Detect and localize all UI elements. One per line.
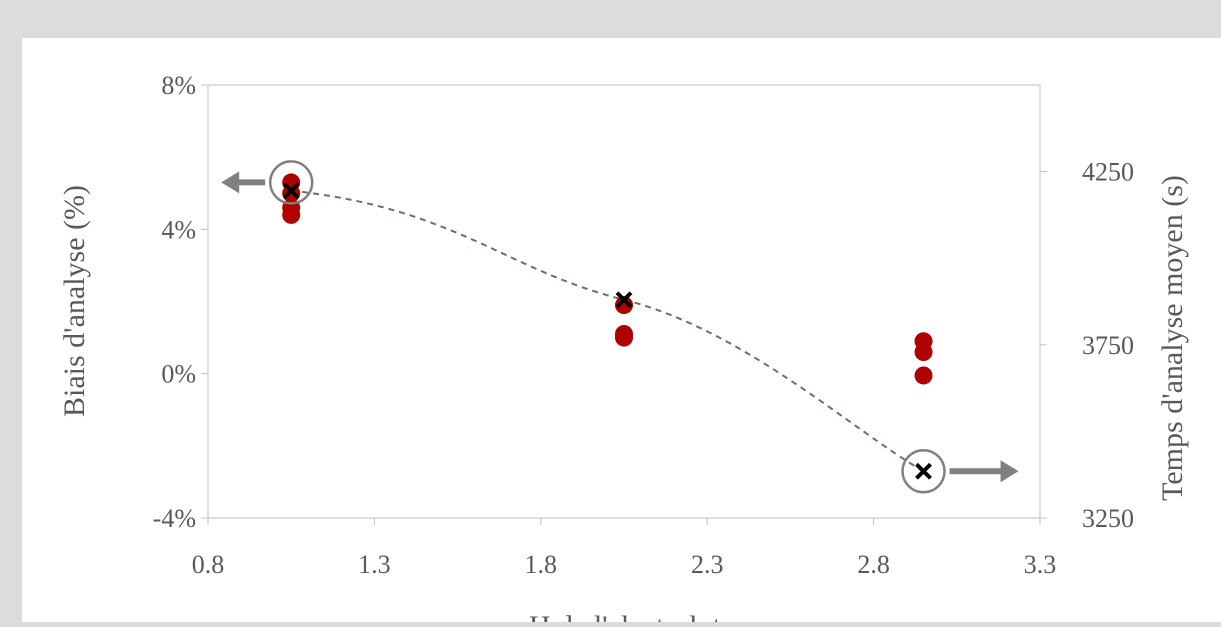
y2-axis-title: Temps d'analyse moyen (s): [1156, 175, 1189, 501]
y2-tick-label: 3250: [1082, 504, 1134, 533]
plot-area-border: [207, 84, 1041, 519]
data-point-bias: [615, 296, 633, 315]
x-tick-label: 0.8: [192, 550, 225, 579]
data-point-bias: [615, 328, 633, 347]
y-tick-label: -4%: [153, 504, 196, 533]
y-axis-title: Biais d'analyse (%): [58, 185, 91, 417]
x-tick-label: 3.3: [1024, 550, 1057, 579]
y-tick-label: 4%: [161, 215, 196, 244]
x-marker-stroke: [282, 182, 300, 200]
x-tick-label: 2.8: [857, 550, 890, 579]
highlight-circle: [268, 160, 314, 205]
chart-card: 0.8 1.3 1.8 2.3 2.8 3.3 -4% 0% 4% 8% 3250 3750 4250 …: [22, 38, 1221, 627]
data-point-time: [915, 462, 932, 480]
x-marker-stroke: [615, 291, 633, 309]
x-axis-title: pH de l'electrolyte: [514, 610, 734, 622]
x-tick-label: 1.3: [358, 550, 391, 579]
y-tick-label: 8%: [161, 71, 196, 100]
y2-tick-label: 4250: [1082, 158, 1134, 187]
x-tick-label: 2.3: [691, 550, 724, 579]
data-point-bias: [282, 205, 301, 224]
data-point-time: [615, 291, 633, 309]
arrow-left-head: [221, 171, 240, 194]
data-point-bias: [914, 366, 933, 385]
arrow-right-head: [1000, 460, 1019, 483]
trend-line: [291, 189, 925, 473]
x-tick-label: 1.8: [525, 550, 558, 579]
highlight-circle: [901, 448, 946, 494]
x-marker-stroke: [915, 462, 932, 480]
data-point-bias: [914, 343, 933, 362]
y-tick-label: 0%: [161, 360, 196, 389]
data-point-time: [282, 182, 300, 200]
y2-tick-label: 3750: [1082, 331, 1134, 360]
scatter-chart: 0.8 1.3 1.8 2.3 2.8 3.3-4%0%4%8%325037504250 …: [58, 71, 1189, 627]
